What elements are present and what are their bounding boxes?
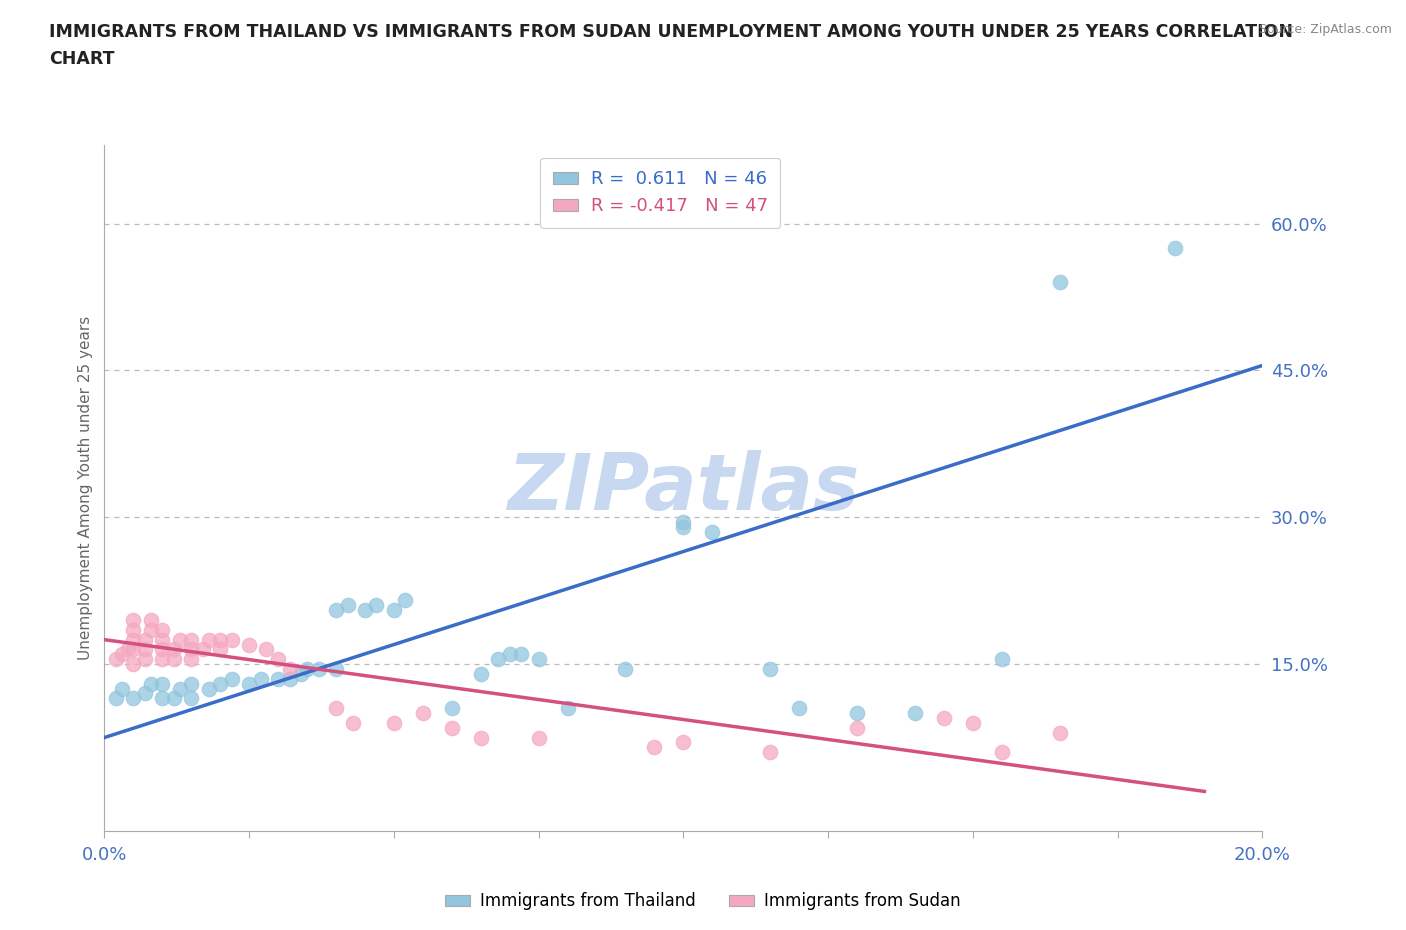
- Point: [486, 652, 509, 667]
- Point: [702, 525, 724, 539]
- Point: [412, 706, 434, 721]
- Point: [180, 691, 202, 706]
- Point: [150, 676, 173, 691]
- Point: [139, 676, 162, 691]
- Point: [354, 603, 377, 618]
- Point: [150, 642, 173, 657]
- Point: [111, 647, 134, 662]
- Point: [510, 647, 533, 662]
- Point: [308, 661, 330, 676]
- Point: [440, 700, 463, 715]
- Point: [962, 715, 984, 730]
- Point: [169, 632, 191, 647]
- Text: ZIPatlas: ZIPatlas: [508, 450, 859, 525]
- Point: [295, 661, 318, 676]
- Point: [180, 642, 202, 657]
- Point: [249, 671, 271, 686]
- Point: [382, 603, 405, 618]
- Point: [325, 661, 347, 676]
- Point: [846, 721, 869, 736]
- Point: [470, 667, 492, 682]
- Point: [163, 691, 186, 706]
- Text: IMMIGRANTS FROM THAILAND VS IMMIGRANTS FROM SUDAN UNEMPLOYMENT AMONG YOUTH UNDER: IMMIGRANTS FROM THAILAND VS IMMIGRANTS F…: [49, 23, 1294, 68]
- Point: [904, 706, 927, 721]
- Point: [122, 691, 145, 706]
- Point: [1049, 725, 1071, 740]
- Point: [122, 613, 145, 628]
- Point: [139, 622, 162, 637]
- Point: [846, 706, 869, 721]
- Legend: R =  0.611   N = 46, R = -0.417   N = 47: R = 0.611 N = 46, R = -0.417 N = 47: [540, 158, 780, 228]
- Point: [169, 681, 191, 696]
- Point: [336, 598, 359, 613]
- Point: [180, 632, 202, 647]
- Point: [122, 657, 145, 671]
- Point: [111, 681, 134, 696]
- Point: [150, 652, 173, 667]
- Point: [932, 711, 955, 725]
- Point: [180, 652, 202, 667]
- Point: [759, 661, 782, 676]
- Point: [366, 598, 388, 613]
- Point: [134, 632, 156, 647]
- Point: [498, 647, 520, 662]
- Point: [209, 676, 232, 691]
- Point: [394, 593, 416, 608]
- Point: [180, 676, 202, 691]
- Point: [267, 652, 290, 667]
- Point: [256, 642, 278, 657]
- Point: [139, 613, 162, 628]
- Point: [267, 671, 290, 686]
- Point: [990, 652, 1012, 667]
- Point: [191, 642, 214, 657]
- Point: [382, 715, 405, 730]
- Point: [527, 652, 550, 667]
- Legend: Immigrants from Thailand, Immigrants from Sudan: Immigrants from Thailand, Immigrants fro…: [439, 885, 967, 917]
- Point: [342, 715, 364, 730]
- Point: [1164, 241, 1187, 256]
- Point: [163, 652, 186, 667]
- Text: Source: ZipAtlas.com: Source: ZipAtlas.com: [1258, 23, 1392, 36]
- Point: [238, 637, 260, 652]
- Point: [104, 652, 127, 667]
- Point: [672, 735, 695, 750]
- Point: [150, 622, 173, 637]
- Point: [134, 642, 156, 657]
- Point: [104, 691, 127, 706]
- Point: [221, 671, 243, 686]
- Point: [290, 667, 312, 682]
- Point: [150, 691, 173, 706]
- Point: [134, 686, 156, 701]
- Point: [440, 721, 463, 736]
- Point: [278, 671, 301, 686]
- Point: [238, 676, 260, 691]
- Point: [325, 603, 347, 618]
- Point: [221, 632, 243, 647]
- Point: [278, 661, 301, 676]
- Point: [122, 622, 145, 637]
- Point: [990, 745, 1012, 760]
- Point: [759, 745, 782, 760]
- Point: [614, 661, 637, 676]
- Point: [557, 700, 579, 715]
- Point: [672, 514, 695, 529]
- Point: [643, 740, 665, 755]
- Point: [325, 700, 347, 715]
- Point: [197, 681, 219, 696]
- Point: [527, 730, 550, 745]
- Point: [209, 642, 232, 657]
- Point: [122, 642, 145, 657]
- Point: [672, 520, 695, 535]
- Point: [1049, 275, 1071, 290]
- Point: [470, 730, 492, 745]
- Point: [122, 632, 145, 647]
- Y-axis label: Unemployment Among Youth under 25 years: Unemployment Among Youth under 25 years: [79, 316, 93, 660]
- Point: [787, 700, 810, 715]
- Point: [134, 652, 156, 667]
- Point: [150, 632, 173, 647]
- Point: [197, 632, 219, 647]
- Point: [163, 642, 186, 657]
- Point: [209, 632, 232, 647]
- Point: [117, 642, 139, 657]
